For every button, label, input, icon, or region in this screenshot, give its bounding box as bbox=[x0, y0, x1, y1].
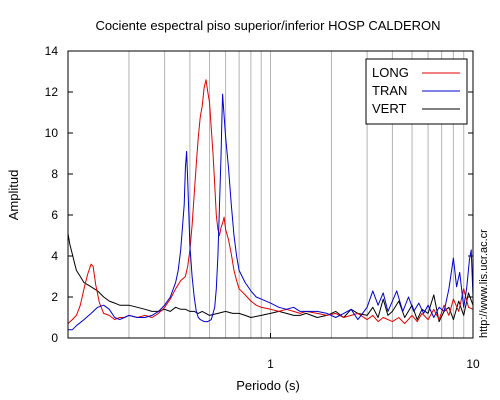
y-tick-label: 0 bbox=[51, 331, 58, 345]
series-line-tran bbox=[68, 93, 474, 331]
y-tick-label: 8 bbox=[51, 167, 58, 181]
x-tick-label: 1 bbox=[267, 357, 274, 371]
x-axis-label: Periodo (s) bbox=[236, 378, 300, 393]
y-tick-label: 14 bbox=[45, 44, 59, 58]
y-tick-label: 12 bbox=[45, 85, 59, 99]
x-axis-ticks: 1 10 bbox=[267, 333, 480, 371]
x-tick-label: 10 bbox=[466, 357, 480, 371]
legend-label-tran: TRAN bbox=[372, 83, 407, 98]
y-tick-label: 4 bbox=[51, 249, 58, 263]
plot-frame bbox=[67, 50, 474, 339]
y-tick-label: 2 bbox=[51, 290, 58, 304]
legend: LONG TRAN VERT bbox=[365, 58, 468, 125]
watermark-url: http://www.lis.ucr.ac.cr bbox=[478, 229, 490, 338]
y-axis-label: Amplitud bbox=[6, 170, 21, 221]
y-tick-label: 6 bbox=[51, 208, 58, 222]
series-lines bbox=[67, 79, 474, 331]
chart-title: Cociente espectral piso superior/inferio… bbox=[95, 18, 440, 33]
y-tick-label: 10 bbox=[45, 126, 59, 140]
legend-label-long: LONG bbox=[372, 65, 409, 80]
legend-label-vert: VERT bbox=[372, 101, 406, 116]
